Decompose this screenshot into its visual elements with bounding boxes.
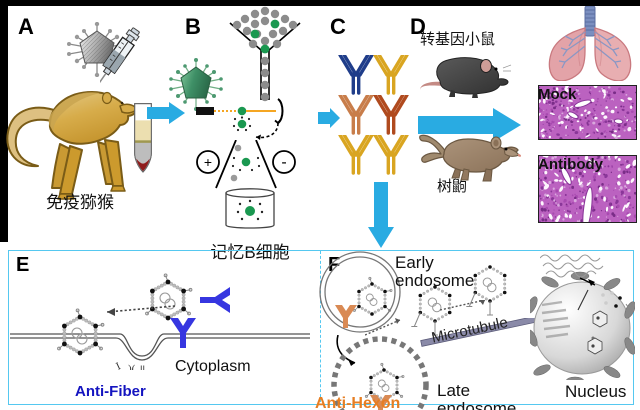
svg-text:-: - — [281, 154, 286, 171]
svg-text:)(: )( — [128, 363, 136, 370]
svg-text:+: + — [204, 154, 212, 170]
svg-text:II: II — [140, 364, 145, 370]
